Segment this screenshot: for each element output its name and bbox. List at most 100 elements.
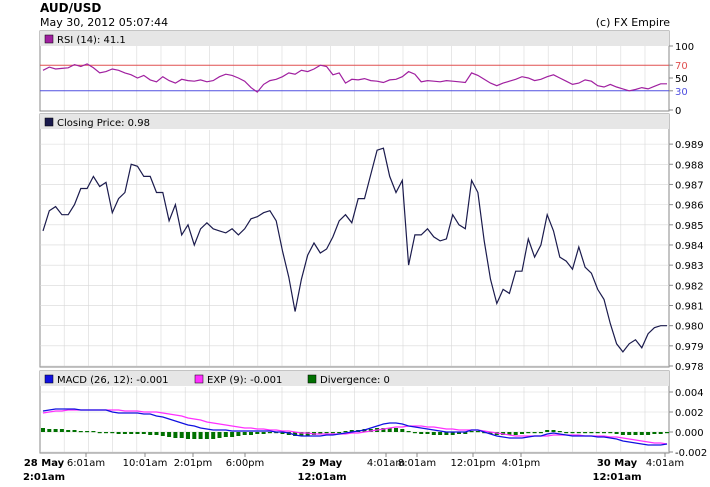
rsi-legend-swatch <box>44 34 54 44</box>
divergence-bar <box>129 432 134 434</box>
divergence-bar <box>412 432 417 434</box>
divergence-bar <box>198 432 203 439</box>
exp-legend-label: EXP (9): -0.001 <box>207 375 282 386</box>
divergence-bar <box>532 432 537 434</box>
price-tick-label: 0.980 <box>675 322 704 333</box>
divergence-bar <box>186 432 190 439</box>
x-tick-label: 12:01pm <box>451 458 496 469</box>
rsi-tick-label: 100 <box>675 42 694 53</box>
divergence-bar <box>608 432 613 434</box>
divergence-bar <box>293 432 298 436</box>
divergence-bar <box>211 432 216 439</box>
divergence-bar <box>41 428 45 432</box>
price-tick-label: 0.988 <box>675 160 704 171</box>
price-tick-label: 0.989 <box>675 140 704 151</box>
divergence-bar <box>59 429 64 432</box>
divergence-bar <box>652 432 657 434</box>
x-day-label: 28 May <box>24 458 65 469</box>
divergence-bar <box>148 432 153 435</box>
macd-tick-label: 0.004 <box>675 388 704 399</box>
x-day-time-label: 2:01am <box>23 472 65 483</box>
divergence-bar <box>249 432 253 435</box>
price-grid <box>40 130 669 367</box>
divergence-bar <box>583 432 588 434</box>
divergence-bar <box>242 432 247 435</box>
divergence-bar <box>425 432 430 434</box>
macd-tick-label: 0.000 <box>675 428 704 439</box>
divergence-bar <box>406 431 411 433</box>
divergence-bar <box>91 431 96 433</box>
divergence-bar <box>557 431 562 433</box>
divergence-legend-label: Divergence: 0 <box>320 375 390 386</box>
rsi-tick-label: 50 <box>675 74 688 85</box>
rsi-tick-label: 70 <box>675 61 688 72</box>
divergence-bar <box>78 431 83 433</box>
divergence-bar <box>349 430 354 432</box>
divergence-bar <box>343 431 348 433</box>
divergence-bar <box>419 432 424 434</box>
divergence-bar <box>217 432 222 438</box>
divergence-bar <box>160 432 165 436</box>
divergence-bar <box>513 432 518 435</box>
macd-series-line <box>42 408 668 446</box>
rsi-series-line <box>42 63 667 93</box>
divergence-bar <box>230 432 235 437</box>
divergence-bar <box>576 432 581 434</box>
x-tick-label: 4:01pm <box>502 458 541 469</box>
macd-legend-label: MACD (26, 12): -0.001 <box>57 375 169 386</box>
x-tick-label: 2:01pm <box>174 458 213 469</box>
divergence-bar <box>154 432 159 435</box>
closing-price-line <box>42 147 667 353</box>
divergence-bar <box>122 432 127 434</box>
divergence-bar <box>665 432 669 434</box>
divergence-bar <box>72 430 77 432</box>
divergence-bar <box>305 432 310 436</box>
price-legend-label: Closing Price: 0.98 <box>57 118 150 129</box>
rsi-legend-label: RSI (14): 41.1 <box>57 35 126 46</box>
x-day-label: 29 May <box>302 458 343 469</box>
x-tick-label: 10:01am <box>123 458 168 469</box>
divergence-bar <box>324 432 329 434</box>
divergence-bar <box>520 432 524 434</box>
x-day-time-label: 12:01am <box>298 472 347 483</box>
divergence-bar <box>564 432 569 434</box>
price-legend-bar <box>40 114 669 129</box>
divergence-bar <box>337 432 342 434</box>
divergence-bar <box>658 432 663 434</box>
price-tick-label: 0.978 <box>675 362 704 373</box>
divergence-bar <box>457 432 461 434</box>
timestamp: May 30, 2012 05:07:44 <box>40 16 169 29</box>
divergence-bar <box>53 429 58 432</box>
divergence-bar <box>627 432 632 435</box>
divergence-bar <box>450 432 455 435</box>
divergence-bar <box>204 432 209 439</box>
copyright-credit: (c) FX Empire <box>595 16 670 29</box>
divergence-bar <box>381 428 386 432</box>
divergence-bar <box>469 431 474 433</box>
rsi-legend-bar <box>40 31 669 46</box>
x-tick-label: 4:01am <box>367 458 405 469</box>
price-tick-label: 0.986 <box>675 201 704 212</box>
divergence-bar <box>589 432 594 434</box>
divergence-bar <box>646 432 651 435</box>
rsi-tick-label: 30 <box>675 87 688 98</box>
divergence-bar <box>330 432 335 434</box>
price-tick-label: 0.983 <box>675 261 704 272</box>
divergence-bar <box>463 432 468 434</box>
x-tick-label: 4:01am <box>646 458 684 469</box>
price-tick-label: 0.979 <box>675 342 704 353</box>
price-tick-label: 0.984 <box>675 241 704 252</box>
x-tick-label: 6:01am <box>67 458 105 469</box>
divergence-bar <box>507 432 512 435</box>
divergence-bar <box>570 432 575 434</box>
price-tick-label: 0.987 <box>675 181 704 192</box>
divergence-bar <box>488 432 493 434</box>
divergence-bar <box>192 432 197 439</box>
divergence-bar <box>85 431 90 433</box>
divergence-bar <box>267 432 272 434</box>
divergence-bar <box>110 432 115 434</box>
divergence-bar <box>551 430 556 432</box>
macd-tick-label: 0.002 <box>675 408 704 419</box>
divergence-bar <box>179 432 184 438</box>
